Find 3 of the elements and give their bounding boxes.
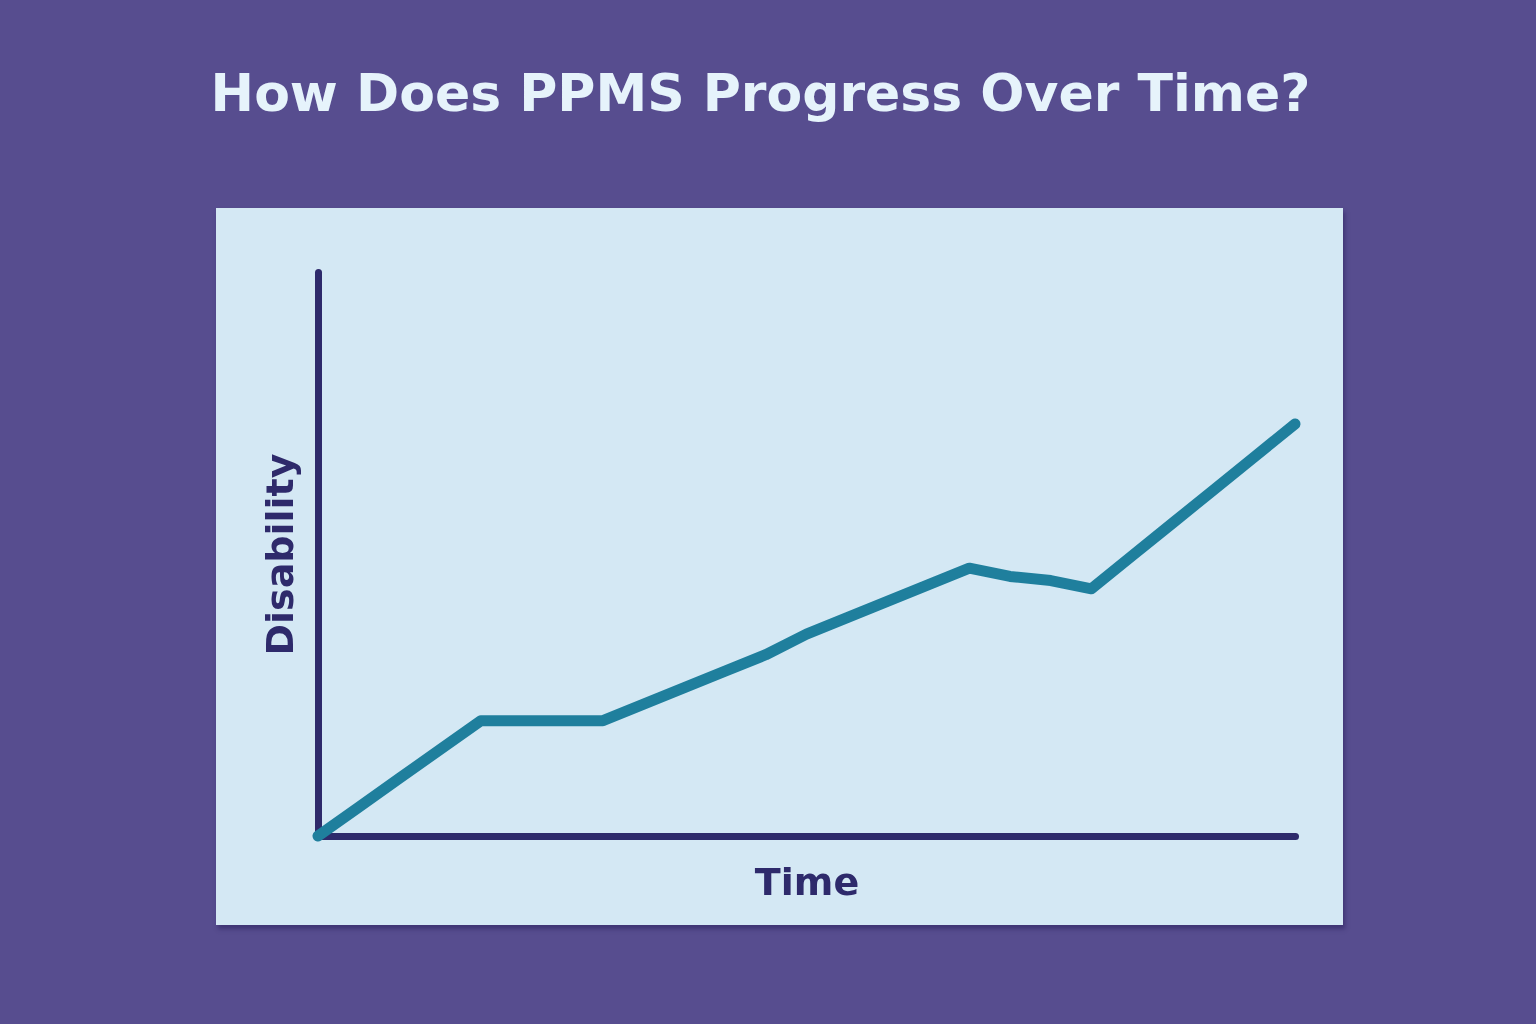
x-axis-title: Time (754, 859, 860, 904)
chart-title: How Does PPMS Progress Over Time? (210, 63, 1311, 123)
y-axis-title: Disability (257, 453, 302, 656)
